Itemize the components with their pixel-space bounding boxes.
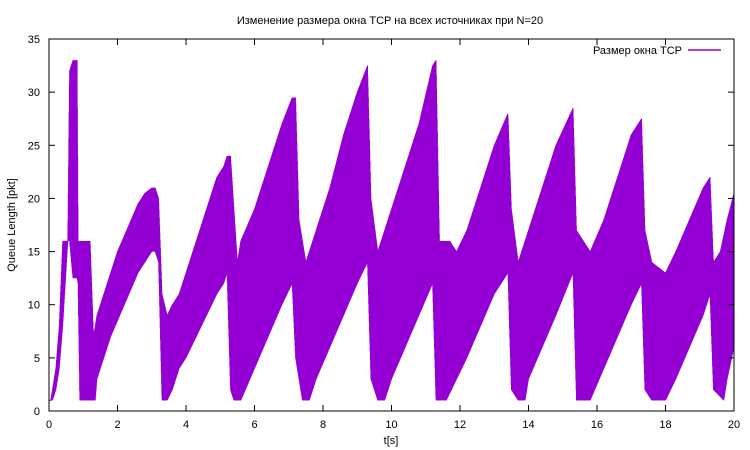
y-axis-ticks: 0 5 10 15 20 25 30 35 xyxy=(28,34,734,418)
y-tick-label: 35 xyxy=(28,34,40,46)
legend-label: Размер окна TCP xyxy=(593,45,682,57)
x-tick-label: 12 xyxy=(454,419,466,431)
x-tick-label: 20 xyxy=(728,419,740,431)
chart-title: Изменение размера окна TCP на всех источ… xyxy=(237,15,543,27)
y-tick-label: 0 xyxy=(34,406,40,418)
y-tick-label: 20 xyxy=(28,193,40,205)
series-line xyxy=(49,60,735,401)
x-tick-label: 4 xyxy=(183,419,189,431)
x-tick-label: 2 xyxy=(114,419,120,431)
x-axis-label: t[s] xyxy=(384,435,399,447)
legend: Размер окна TCP xyxy=(593,45,721,57)
x-tick-label: 18 xyxy=(659,419,671,431)
x-axis-ticks: 0 2 4 6 8 10 12 14 16 18 20 xyxy=(46,39,740,431)
x-tick-label: 16 xyxy=(591,419,603,431)
y-tick-label: 5 xyxy=(34,353,40,365)
y-tick-label: 25 xyxy=(28,140,40,152)
y-tick-label: 15 xyxy=(28,247,40,259)
x-tick-label: 14 xyxy=(522,419,534,431)
series-layer xyxy=(49,60,735,401)
x-tick-label: 8 xyxy=(320,419,326,431)
y-tick-label: 30 xyxy=(28,87,40,99)
x-tick-label: 10 xyxy=(385,419,397,431)
y-axis-label: Queue Length [pkt] xyxy=(6,178,18,272)
x-tick-label: 0 xyxy=(46,419,52,431)
y-tick-label: 10 xyxy=(28,300,40,312)
x-tick-label: 6 xyxy=(251,419,257,431)
